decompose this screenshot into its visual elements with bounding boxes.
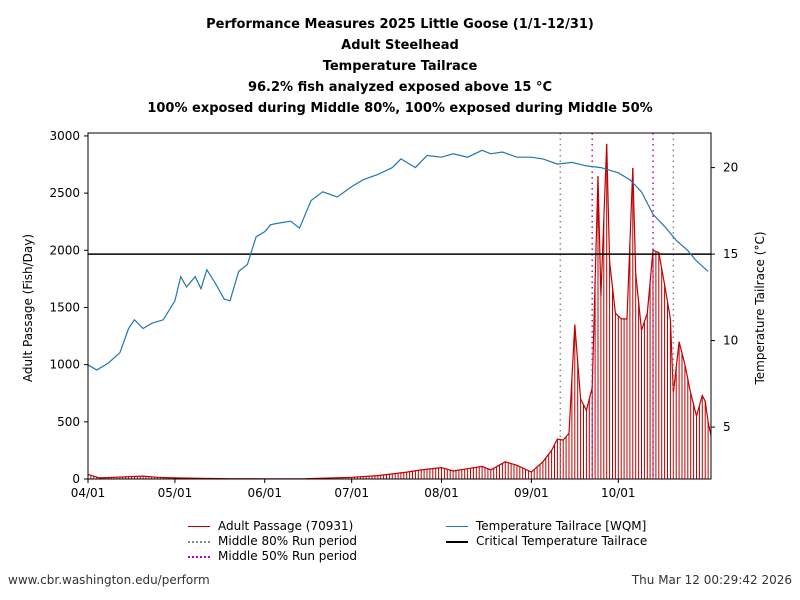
legend-left: Adult Passage (70931) Middle 80% Run per… bbox=[188, 519, 357, 564]
legend-swatch-temperature bbox=[446, 526, 468, 527]
x-tick-label: 09/01 bbox=[514, 486, 549, 500]
legend-label-critical: Critical Temperature Tailrace bbox=[476, 534, 648, 548]
y-tick-label: 0 bbox=[72, 472, 80, 486]
plot-frame bbox=[87, 132, 712, 480]
footer-timestamp: Thu Mar 12 00:29:42 2026 bbox=[631, 573, 792, 587]
legend-item-middle50: Middle 50% Run period bbox=[188, 549, 357, 564]
temperature-line bbox=[87, 149, 709, 371]
y-tick-label: 2500 bbox=[49, 186, 80, 200]
x-tick-label: 08/01 bbox=[424, 486, 459, 500]
legend-label-temperature: Temperature Tailrace [WQM] bbox=[476, 519, 647, 533]
x-tick-label: 05/01 bbox=[158, 486, 193, 500]
legend-right: Temperature Tailrace [WQM] Critical Temp… bbox=[446, 519, 647, 549]
y2-tick-label: 5 bbox=[723, 420, 731, 434]
chart-subtitle-exposed: 96.2% fish analyzed exposed above 15 °C bbox=[247, 80, 553, 95]
legend-item-passage: Adult Passage (70931) bbox=[188, 519, 357, 534]
footer-url: www.cbr.washington.edu/perform bbox=[8, 573, 210, 587]
x-tick-label: 10/01 bbox=[601, 486, 636, 500]
y-tick-label: 1000 bbox=[49, 358, 80, 372]
y2-tick-label: 20 bbox=[723, 161, 738, 175]
legend-swatch-middle80 bbox=[188, 541, 210, 543]
legend-label-middle50: Middle 50% Run period bbox=[218, 549, 357, 563]
y-tick-label: 2000 bbox=[49, 243, 80, 257]
y-axis-label: Adult Passage (Fish/Day) bbox=[21, 234, 35, 382]
chart-subtitle-measure: Temperature Tailrace bbox=[322, 59, 478, 74]
legend-swatch-passage bbox=[188, 526, 210, 527]
chart-titles: Performance Measures 2025 Little Goose (… bbox=[0, 14, 800, 119]
y-tick-label: 500 bbox=[57, 415, 80, 429]
legend-swatch-critical bbox=[446, 541, 468, 543]
y-tick-label: 3000 bbox=[49, 129, 80, 143]
x-tick-label: 04/01 bbox=[71, 486, 106, 500]
y2-tick-label: 10 bbox=[723, 334, 738, 348]
chart-title: Performance Measures 2025 Little Goose (… bbox=[206, 17, 594, 32]
x-tick-label: 07/01 bbox=[334, 486, 369, 500]
legend-item-temperature: Temperature Tailrace [WQM] bbox=[446, 519, 647, 534]
passage-line bbox=[87, 143, 712, 480]
y-tick-label: 1500 bbox=[49, 300, 80, 314]
legend-item-critical: Critical Temperature Tailrace bbox=[446, 534, 647, 549]
y2-axis-label: Temperature Tailrace (°C) bbox=[753, 231, 767, 385]
x-tick-label: 06/01 bbox=[247, 486, 282, 500]
legend-swatch-middle50 bbox=[188, 556, 210, 558]
y2-tick-label: 15 bbox=[723, 247, 738, 261]
chart-subtitle-species: Adult Steelhead bbox=[341, 38, 459, 53]
legend-label-middle80: Middle 80% Run period bbox=[218, 534, 357, 548]
legend-label-passage: Adult Passage (70931) bbox=[218, 519, 354, 533]
legend-item-middle80: Middle 80% Run period bbox=[188, 534, 357, 549]
chart-subtitle-middle: 100% exposed during Middle 80%, 100% exp… bbox=[147, 101, 653, 116]
